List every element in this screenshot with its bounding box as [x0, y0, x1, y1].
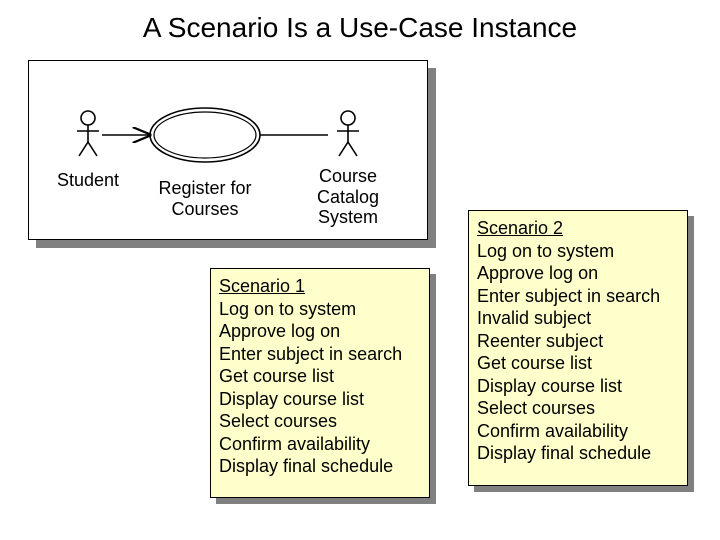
scenario-step: Approve log on — [477, 262, 679, 285]
scenario-step: Log on to system — [477, 240, 679, 263]
scenario1-box: Scenario 1 Log on to systemApprove log o… — [210, 268, 430, 498]
catalog-actor-icon — [337, 111, 359, 156]
scenario1-title: Scenario 1 — [219, 275, 421, 298]
scenario-step: Select courses — [477, 397, 679, 420]
scenario2-box: Scenario 2 Log on to systemApprove log o… — [468, 210, 688, 486]
scenario-step: Display final schedule — [219, 455, 421, 478]
scenario-step: Select courses — [219, 410, 421, 433]
scenario1-lines: Log on to systemApprove log onEnter subj… — [219, 298, 421, 478]
scenario-step: Enter subject in search — [219, 343, 421, 366]
scenario-step: Get course list — [477, 352, 679, 375]
scenario-step: Display course list — [219, 388, 421, 411]
scenario-step: Confirm availability — [477, 420, 679, 443]
usecase-ellipse-outer — [150, 108, 260, 162]
catalog-label: Course Catalog System — [298, 166, 398, 228]
scenario-step: Confirm availability — [219, 433, 421, 456]
catalog-label-l1: Course — [319, 166, 377, 186]
scenario-step: Display course list — [477, 375, 679, 398]
usecase-label-l2: Courses — [171, 199, 238, 219]
scenario-step: Invalid subject — [477, 307, 679, 330]
scenario-step: Approve log on — [219, 320, 421, 343]
scenario-step: Get course list — [219, 365, 421, 388]
usecase-label: Register for Courses — [120, 178, 290, 219]
scenario-step: Enter subject in search — [477, 285, 679, 308]
scenario2-lines: Log on to systemApprove log onEnter subj… — [477, 240, 679, 465]
usecase-label-l1: Register for — [158, 178, 251, 198]
scenario-step: Display final schedule — [477, 442, 679, 465]
scenario2-title: Scenario 2 — [477, 217, 679, 240]
catalog-label-l2: Catalog — [317, 187, 379, 207]
scenario-step: Reenter subject — [477, 330, 679, 353]
scenario-step: Log on to system — [219, 298, 421, 321]
student-actor-icon — [77, 111, 99, 156]
catalog-label-l3: System — [318, 207, 378, 227]
